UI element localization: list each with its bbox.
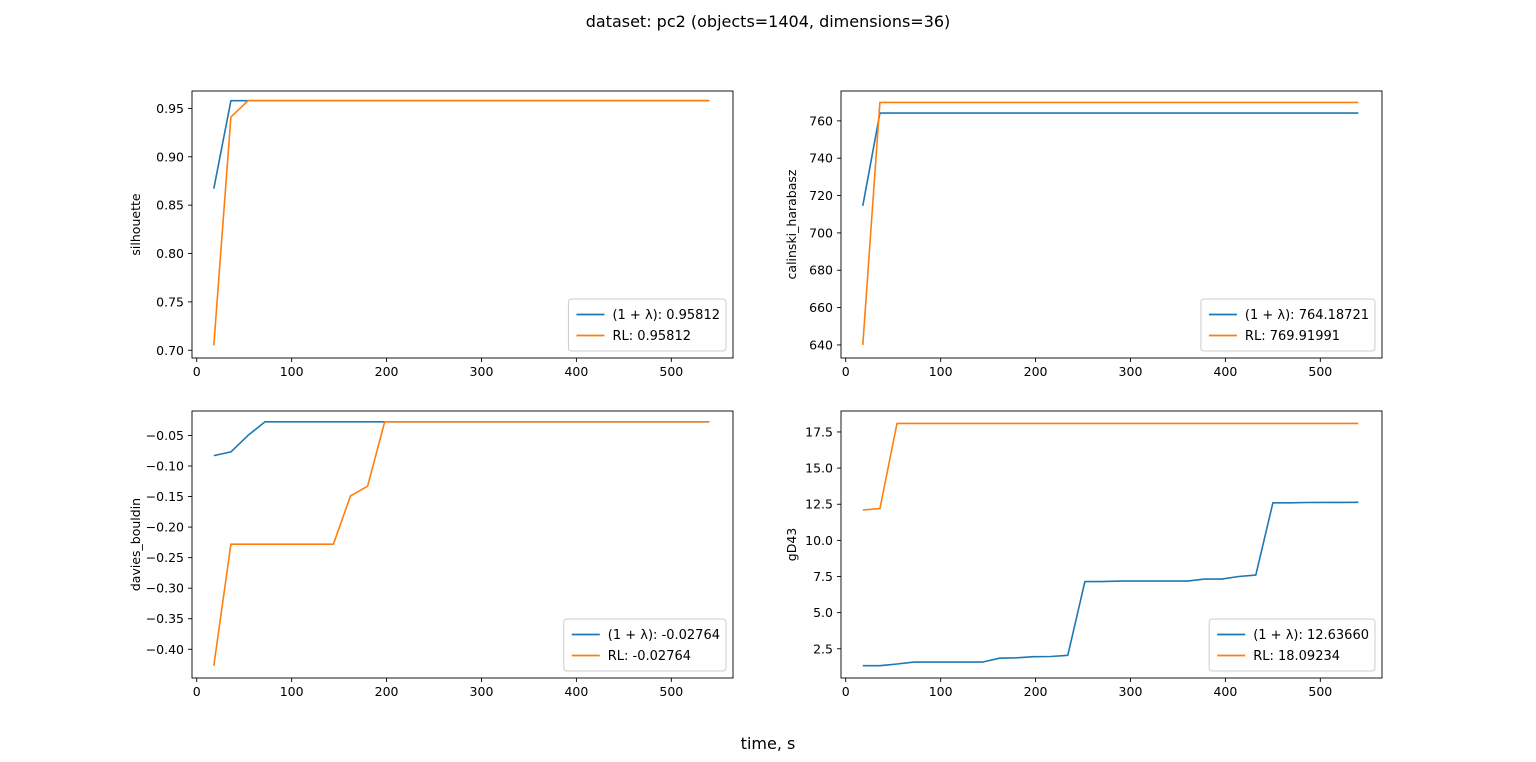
series-line-1: [862, 501, 1359, 667]
y-tick-label: 660: [809, 300, 833, 315]
legend-label: RL: 0.95812: [612, 329, 691, 344]
y-tick-label: 0.95: [156, 101, 184, 116]
figure-title: dataset: pc2 (objects=1404, dimensions=3…: [585, 12, 951, 31]
subplot-3: 0 100 200 300 400 500 −0.40 −0.35 −0.30 −0.25 −0.2…: [128, 410, 734, 699]
y-tick-label: 720: [809, 188, 833, 203]
x-tick-label: 100: [929, 364, 953, 379]
y-tick-label: 2.5: [813, 641, 833, 656]
y-tick-label: 0.85: [156, 198, 184, 213]
x-tick-label: 200: [375, 364, 399, 379]
x-tick-label: 500: [1308, 364, 1332, 379]
series-line-1: [862, 112, 1359, 206]
y-tick-label: −0.35: [146, 611, 184, 626]
y-axis-label: gD43: [784, 528, 799, 561]
y-tick-label: 5.0: [813, 605, 833, 620]
legend: (1 + λ): 0.95812 RL: 0.95812: [567, 298, 727, 352]
x-tick-label: 300: [1119, 684, 1143, 699]
y-tick-label: 0.90: [156, 149, 184, 164]
y-tick-label: −0.20: [146, 520, 184, 535]
legend-label: RL: 18.09234: [1253, 649, 1340, 664]
legend: (1 + λ): 12.63660 RL: 18.09234: [1208, 618, 1376, 672]
x-tick-label: 500: [1308, 684, 1332, 699]
subplot-2: 0 100 200 300 400 500 640 660 680 700 720 740 760 cal…: [784, 90, 1383, 379]
series-line-2: [213, 420, 710, 666]
x-tick-label: 0: [842, 684, 850, 699]
x-tick-label: 300: [1119, 364, 1143, 379]
y-tick-label: 12.5: [805, 497, 833, 512]
legend-label: RL: 769.91991: [1245, 329, 1340, 344]
x-tick-label: 300: [470, 364, 494, 379]
y-tick-label: 740: [809, 151, 833, 166]
legend-box: [1208, 618, 1376, 672]
x-tick-label: 100: [929, 684, 953, 699]
legend: (1 + λ): -0.02764 RL: -0.02764: [563, 618, 727, 672]
axes-frame: [191, 90, 734, 359]
x-tick-label: 400: [1213, 684, 1237, 699]
axes-frame: [840, 90, 1383, 359]
y-axis-label: davies_bouldin: [128, 498, 143, 591]
x-tick-label: 200: [1024, 364, 1048, 379]
legend-label: (1 + λ): 0.95812: [612, 308, 720, 323]
subplot-1: 0 100 200 300 400 500 0.70 0.75 0.80 0.85 0.90 0.95…: [128, 90, 734, 379]
legend-label: (1 + λ): 12.63660: [1253, 628, 1369, 643]
y-tick-label: −0.10: [146, 458, 184, 473]
series-line-2: [213, 99, 710, 346]
series-line-1: [213, 99, 710, 189]
series-line-2: [862, 422, 1359, 511]
y-tick-label: −0.25: [146, 550, 184, 565]
x-tick-label: 0: [193, 364, 201, 379]
y-tick-label: −0.30: [146, 581, 184, 596]
y-tick-label: 17.5: [805, 424, 833, 439]
x-tick-label: 400: [1213, 364, 1237, 379]
x-tick-label: 400: [564, 684, 588, 699]
y-tick-label: 0.80: [156, 246, 184, 261]
x-tick-label: 100: [280, 364, 304, 379]
figure-xlabel: time, s: [740, 734, 796, 753]
y-axis-label: silhouette: [128, 193, 143, 255]
y-tick-label: 680: [809, 263, 833, 278]
axes-frame: [840, 410, 1383, 679]
axes-frame: [191, 410, 734, 679]
y-tick-label: 10.0: [805, 533, 833, 548]
legend-box: [567, 298, 727, 352]
x-tick-label: 300: [470, 684, 494, 699]
series-line-2: [862, 101, 1359, 345]
legend-box: [563, 618, 727, 672]
x-tick-label: 0: [193, 684, 201, 699]
series-line-1: [213, 420, 710, 457]
y-tick-label: 700: [809, 225, 833, 240]
x-tick-label: 500: [659, 364, 683, 379]
y-tick-label: 0.75: [156, 294, 184, 309]
y-tick-label: 7.5: [813, 569, 833, 584]
x-tick-label: 100: [280, 684, 304, 699]
legend: (1 + λ): 764.18721 RL: 769.91991: [1200, 298, 1376, 352]
legend-label: (1 + λ): -0.02764: [608, 628, 720, 643]
y-axis-label: calinski_harabasz: [784, 169, 799, 279]
y-tick-label: 760: [809, 113, 833, 128]
subplot-4: 0 100 200 300 400 500 2.5 5.0 7.5 10.0 12.5 15.0 17.…: [784, 410, 1383, 699]
legend-label: (1 + λ): 764.18721: [1245, 308, 1369, 323]
y-tick-label: −0.15: [146, 489, 184, 504]
x-tick-label: 500: [659, 684, 683, 699]
y-tick-label: 640: [809, 337, 833, 352]
legend-box: [1200, 298, 1376, 352]
x-tick-label: 400: [564, 364, 588, 379]
legend-label: RL: -0.02764: [608, 649, 691, 664]
y-tick-label: −0.05: [146, 428, 184, 443]
y-tick-label: 15.0: [805, 461, 833, 476]
x-tick-label: 0: [842, 364, 850, 379]
x-tick-label: 200: [1024, 684, 1048, 699]
y-tick-label: 0.70: [156, 343, 184, 358]
x-tick-label: 200: [375, 684, 399, 699]
y-tick-label: −0.40: [146, 642, 184, 657]
